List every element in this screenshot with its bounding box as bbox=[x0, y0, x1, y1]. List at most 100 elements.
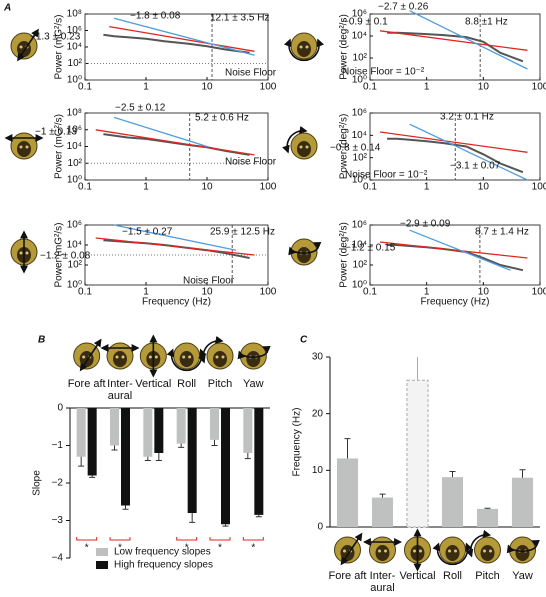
fit-line bbox=[113, 116, 208, 148]
head-icon bbox=[404, 528, 431, 572]
face bbox=[480, 545, 495, 561]
panel-label: A bbox=[3, 3, 11, 14]
motion-arrow bbox=[506, 539, 540, 554]
significance: * bbox=[85, 543, 89, 554]
bar bbox=[221, 408, 230, 525]
y-tick-label: −1 bbox=[52, 440, 64, 451]
x-tick-label: Inter-aural bbox=[107, 378, 133, 402]
motion-arrow bbox=[198, 335, 224, 364]
x-tick-label: 0.1 bbox=[363, 82, 377, 93]
error-bar bbox=[449, 470, 456, 478]
bar bbox=[154, 408, 164, 453]
y-axis-label: Power (mG²/s) bbox=[54, 223, 65, 288]
annotation: Noise Floor bbox=[225, 157, 277, 168]
x-tick-label: Pitch bbox=[475, 570, 500, 582]
y-tick-label: 10⁰ bbox=[352, 280, 367, 291]
error-bar bbox=[519, 469, 526, 478]
annotation: −1.5 ± 0.27 bbox=[122, 227, 173, 238]
x-tick-label: Roll bbox=[443, 570, 462, 582]
significance: * bbox=[218, 543, 222, 554]
sig-bracket bbox=[176, 537, 198, 541]
significance: * bbox=[118, 543, 122, 554]
bar bbox=[336, 458, 359, 527]
spectrum bbox=[387, 31, 524, 63]
fit-line bbox=[95, 237, 255, 256]
error-bar bbox=[344, 438, 351, 459]
fit-line bbox=[409, 10, 528, 70]
head-icon bbox=[465, 529, 501, 564]
x-tick-label: Pitch bbox=[207, 378, 233, 390]
plot-frame bbox=[369, 13, 541, 81]
error-bar bbox=[155, 453, 162, 461]
motion-arrow bbox=[282, 125, 308, 154]
error-bar bbox=[222, 524, 229, 527]
annotation: −2.9 ± 0.09 bbox=[400, 219, 451, 230]
head-icon bbox=[288, 238, 322, 266]
y-tick-label: 10⁴ bbox=[67, 240, 82, 251]
x-axis-label: Frequency (Hz) bbox=[142, 297, 211, 308]
eye bbox=[305, 45, 309, 49]
eye bbox=[19, 45, 23, 49]
annotation: Noise Floor bbox=[183, 276, 235, 287]
y-tick-label: 10² bbox=[68, 158, 83, 169]
eye bbox=[188, 355, 192, 359]
x-tick-label: 1 bbox=[424, 287, 430, 298]
x-tick-label: 10 bbox=[201, 82, 213, 93]
legend-swatch bbox=[96, 548, 108, 556]
eye bbox=[121, 355, 125, 359]
error-bar bbox=[155, 453, 162, 461]
x-tick-label: 0.1 bbox=[78, 287, 92, 298]
y-axis-label: Slope bbox=[32, 470, 43, 496]
eye bbox=[25, 251, 29, 255]
x-tick-label: 100 bbox=[260, 82, 277, 93]
error-bar bbox=[255, 514, 262, 518]
x-tick-label: 1 bbox=[143, 287, 149, 298]
error-bar bbox=[189, 513, 196, 523]
error-bar bbox=[178, 443, 185, 448]
x-tick-label: 0.1 bbox=[78, 182, 92, 193]
bar bbox=[143, 408, 153, 457]
head-icon bbox=[282, 125, 318, 160]
error-bar bbox=[222, 524, 229, 527]
y-tick-label: 0 bbox=[317, 522, 323, 533]
error-bar bbox=[449, 470, 456, 478]
annotation: 5.2 ± 0.6 Hz bbox=[195, 113, 249, 124]
eye bbox=[454, 549, 457, 553]
error-bar bbox=[144, 456, 151, 461]
eye bbox=[343, 549, 346, 553]
bar bbox=[254, 408, 264, 515]
error-bar bbox=[89, 475, 96, 478]
significance: * bbox=[185, 543, 189, 554]
eye bbox=[299, 145, 303, 149]
y-tick-label: 10² bbox=[353, 260, 368, 271]
sig-bracket bbox=[109, 537, 131, 541]
eye bbox=[154, 355, 158, 359]
legend-label: Low frequency slopes bbox=[114, 547, 211, 558]
eye bbox=[483, 549, 486, 553]
x-tick-label: 100 bbox=[532, 82, 546, 93]
error-bar bbox=[189, 513, 196, 523]
face bbox=[445, 545, 460, 561]
eye bbox=[419, 549, 422, 553]
annotation: −1 ± 0.13 bbox=[35, 127, 77, 138]
motion-arrow bbox=[340, 532, 363, 566]
eye bbox=[25, 145, 29, 149]
bar bbox=[76, 408, 86, 457]
error-bar bbox=[144, 456, 151, 461]
annotation: −1.2 ± 0.08 bbox=[40, 251, 91, 262]
eye bbox=[489, 549, 492, 553]
error-bar bbox=[78, 456, 85, 467]
face bbox=[297, 41, 311, 57]
error-bar bbox=[484, 507, 491, 509]
sig-bracket bbox=[76, 537, 98, 541]
y-tick-label: 10⁶ bbox=[352, 220, 367, 231]
y-tick-label: 10⁶ bbox=[67, 124, 82, 135]
error-bar bbox=[344, 438, 351, 459]
x-tick-label: 10 bbox=[478, 82, 490, 93]
annotation: −0.8 ± 0.14 bbox=[330, 143, 381, 154]
face bbox=[297, 247, 311, 263]
x-tick-label: 1 bbox=[424, 82, 430, 93]
error-bar bbox=[211, 439, 218, 446]
y-tick-label: 10⁴ bbox=[352, 31, 367, 42]
